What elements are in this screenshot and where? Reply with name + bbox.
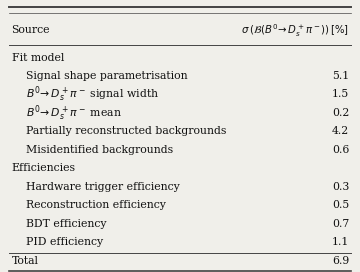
Text: Partially reconstructed backgrounds: Partially reconstructed backgrounds (26, 126, 227, 137)
Text: 0.2: 0.2 (332, 108, 349, 118)
Text: Fit model: Fit model (12, 52, 64, 63)
Text: 4.2: 4.2 (332, 126, 349, 137)
Text: Total: Total (12, 256, 39, 266)
Text: 1.1: 1.1 (332, 237, 349, 248)
Text: Efficiencies: Efficiencies (12, 163, 76, 174)
Text: $B^0\!\to D_s^+\pi^-$ signal width: $B^0\!\to D_s^+\pi^-$ signal width (26, 85, 159, 104)
Text: $B^0\!\to D_s^+\pi^-$ mean: $B^0\!\to D_s^+\pi^-$ mean (26, 103, 122, 123)
Text: 5.1: 5.1 (332, 71, 349, 81)
Text: PID efficiency: PID efficiency (26, 237, 103, 248)
Text: Signal shape parametrisation: Signal shape parametrisation (26, 71, 188, 81)
Text: $\sigma\,(\mathcal{B}(B^0\!\to D_s^+\pi^-))\,[\%]$: $\sigma\,(\mathcal{B}(B^0\!\to D_s^+\pi^… (241, 22, 349, 39)
Text: Hardware trigger efficiency: Hardware trigger efficiency (26, 182, 180, 192)
Text: 0.7: 0.7 (332, 219, 349, 229)
Text: 0.5: 0.5 (332, 200, 349, 211)
Text: Reconstruction efficiency: Reconstruction efficiency (26, 200, 166, 211)
Text: BDT efficiency: BDT efficiency (26, 219, 107, 229)
Text: 1.5: 1.5 (332, 89, 349, 100)
Text: Misidentified backgrounds: Misidentified backgrounds (26, 145, 174, 155)
Text: 0.3: 0.3 (332, 182, 349, 192)
Text: 6.9: 6.9 (332, 256, 349, 266)
Text: 0.6: 0.6 (332, 145, 349, 155)
Text: Source: Source (11, 26, 49, 35)
